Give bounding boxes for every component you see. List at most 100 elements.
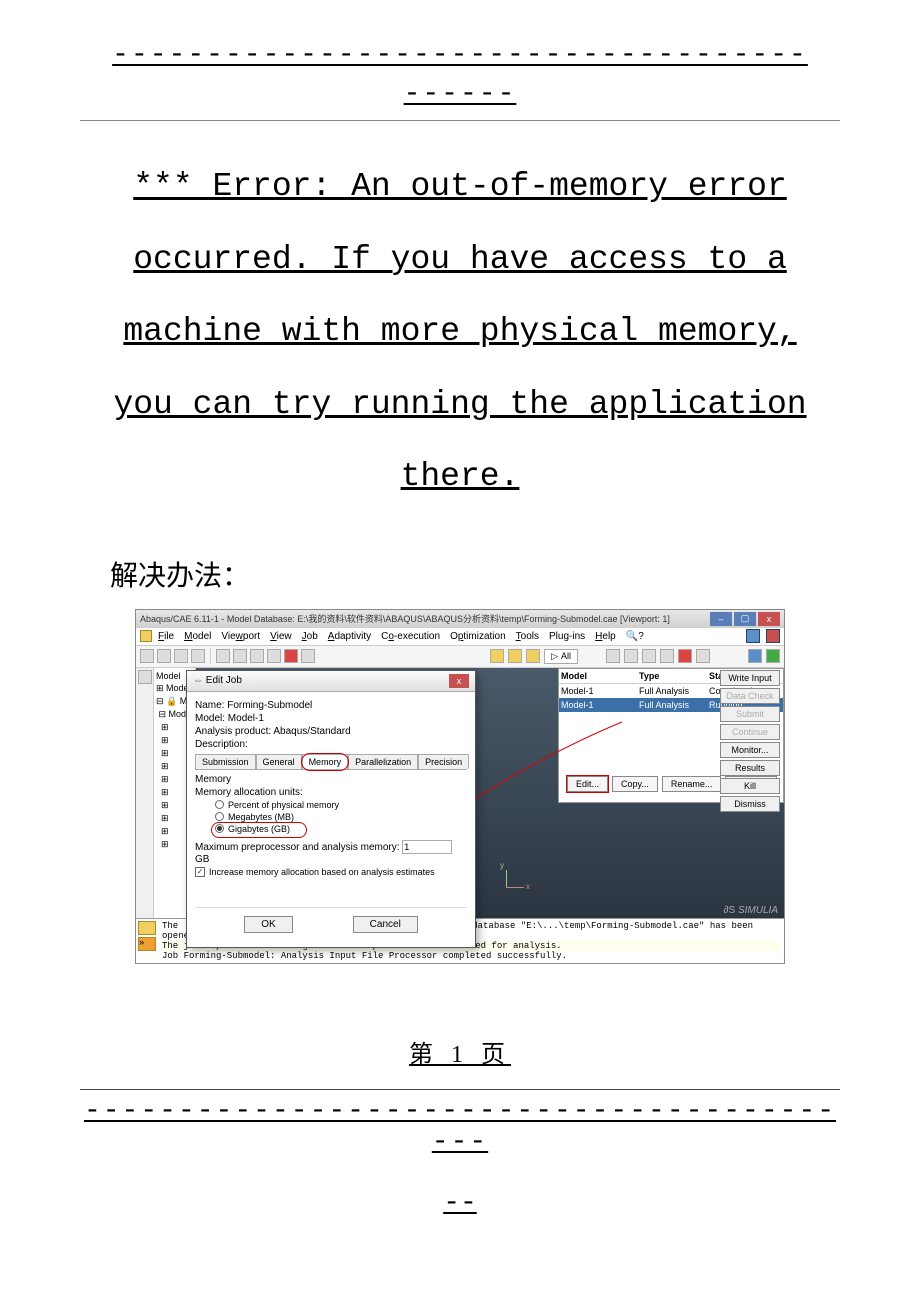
radio-percent-label: Percent of physical memory [228,800,339,810]
memory-section-label: Memory [195,774,467,785]
continue-button[interactable]: Continue [720,724,780,740]
menu-viewport[interactable]: Viewport [217,631,264,642]
model-value: Model-1 [228,713,264,724]
cell: Full Analysis [639,700,709,710]
abaqus-screenshot: Abaqus/CAE 6.11-1 - Model Database: E:\我… [135,609,785,964]
divider-bottom2: -- [80,1188,840,1219]
all-label: All [561,651,571,661]
side-toolbar [136,668,154,918]
vp4-icon[interactable] [660,649,674,663]
workarea: Model ⊞ Mode ⊟ 🔒 Mod ⊟ Mod ⊞ ⊞ ⊞ ⊞ ⊞ ⊞ ⊞… [136,668,784,918]
radio-percent[interactable]: Percent of physical memory [215,800,467,810]
tab-general[interactable]: General [256,754,302,769]
open-icon[interactable] [157,649,171,663]
rotate-icon[interactable] [233,649,247,663]
max-memory-unit: GB [195,854,209,865]
sort-icon[interactable] [301,649,315,663]
radio-gb[interactable]: Gigabytes (GB) [215,824,467,834]
product-label: Analysis product: [195,726,271,737]
pan-icon[interactable] [216,649,230,663]
new-icon[interactable] [140,649,154,663]
message-expand-icon[interactable]: » [138,937,156,951]
dialog-title: Edit Job [206,675,242,686]
copy-button[interactable]: Copy... [612,776,658,792]
increase-label: Increase memory allocation based on anal… [209,867,435,877]
increase-checkbox[interactable]: ✓ [195,867,205,877]
menu-job[interactable]: Job [298,631,322,642]
app-icon [140,630,152,642]
vp6-icon[interactable] [696,649,710,663]
menu-view[interactable]: View [266,631,296,642]
close-button[interactable]: x [758,612,780,626]
inner-close-icon[interactable] [766,629,780,643]
edit-job-dialog: ⇔ Edit Job x Name: Forming-Submodel Mode… [186,670,476,948]
vp1-icon[interactable] [606,649,620,663]
vp5-icon[interactable] [678,649,692,663]
dialog-close-button[interactable]: x [449,674,469,688]
name-value: Forming-Submodel [227,700,312,711]
results-button[interactable]: Results [720,760,780,776]
vp3-icon[interactable] [642,649,656,663]
divider-sub: ------ [80,79,840,121]
menubar: File Model Viewport View Job Adaptivity … [136,628,784,646]
message-icon [138,921,156,935]
data-check-button[interactable]: Data Check [720,688,780,704]
error-message: *** Error: An out-of-memory error occurr… [80,151,840,514]
tool-icon[interactable] [284,649,298,663]
description-label: Description: [195,739,248,750]
context-help-icon[interactable]: 🔍? [622,631,648,642]
edit-button[interactable]: Edit... [567,776,608,792]
max-memory-input[interactable] [402,840,452,854]
ok-button[interactable]: OK [244,916,292,933]
dialog-icon: ⇔ [193,675,203,686]
print-icon[interactable] [191,649,205,663]
menu-adaptivity[interactable]: Adaptivity [324,631,375,642]
model-label: Model: [195,713,225,724]
tab-parallelization[interactable]: Parallelization [348,754,418,769]
window-titlebar: Abaqus/CAE 6.11-1 - Model Database: E:\我… [136,610,784,628]
menu-file[interactable]: File [154,631,178,642]
side-icon[interactable] [138,670,152,684]
menu-plugins[interactable]: Plug-ins [545,631,589,642]
cell: Model-1 [561,700,639,710]
folder1-icon[interactable] [490,649,504,663]
cell: Full Analysis [639,686,709,696]
cancel-button[interactable]: Cancel [353,916,418,933]
monitor-button[interactable]: Monitor... [720,742,780,758]
radio-mb[interactable]: Megabytes (MB) [215,812,467,822]
folder3-icon[interactable] [526,649,540,663]
tab-memory[interactable]: Memory [302,754,349,769]
col-model: Model [561,671,639,681]
alloc-label: Memory allocation units: [195,787,467,798]
save-icon[interactable] [174,649,188,663]
dismiss-button[interactable]: Dismiss [720,796,780,812]
zoom-icon[interactable] [250,649,264,663]
menu-model[interactable]: Model [180,631,215,642]
tab-submission[interactable]: Submission [195,754,256,769]
col-type: Type [639,671,709,681]
brand-logo: ∂S SIMULIA [724,905,778,916]
menu-optimization[interactable]: Optimization [446,631,510,642]
maximize-button[interactable]: ▢ [734,612,756,626]
product-value: Abaqus/Standard [273,726,350,737]
toolbar: ▷ All [136,646,784,668]
vp2-icon[interactable] [624,649,638,663]
kill-button[interactable]: Kill [720,778,780,794]
write-input-button[interactable]: Write Input [720,670,780,686]
globe-icon[interactable] [748,649,762,663]
minimize-button[interactable]: – [710,612,732,626]
page-number: 第 1 页 [80,1034,840,1069]
submit-button[interactable]: Submit [720,706,780,722]
menu-tools[interactable]: Tools [512,631,543,642]
divider-bottom: ----------------------------------------… [80,1089,840,1158]
status-icon[interactable] [766,649,780,663]
cursor-icon: ▷ [551,651,558,662]
menu-coexecution[interactable]: Co-execution [377,631,444,642]
rename-button[interactable]: Rename... [662,776,722,792]
folder2-icon[interactable] [508,649,522,663]
fit-icon[interactable] [267,649,281,663]
menu-help[interactable]: Help [591,631,620,642]
restore-icon[interactable] [746,629,760,643]
view-all-dropdown[interactable]: ▷ All [544,649,578,664]
tab-precision[interactable]: Precision [418,754,469,769]
